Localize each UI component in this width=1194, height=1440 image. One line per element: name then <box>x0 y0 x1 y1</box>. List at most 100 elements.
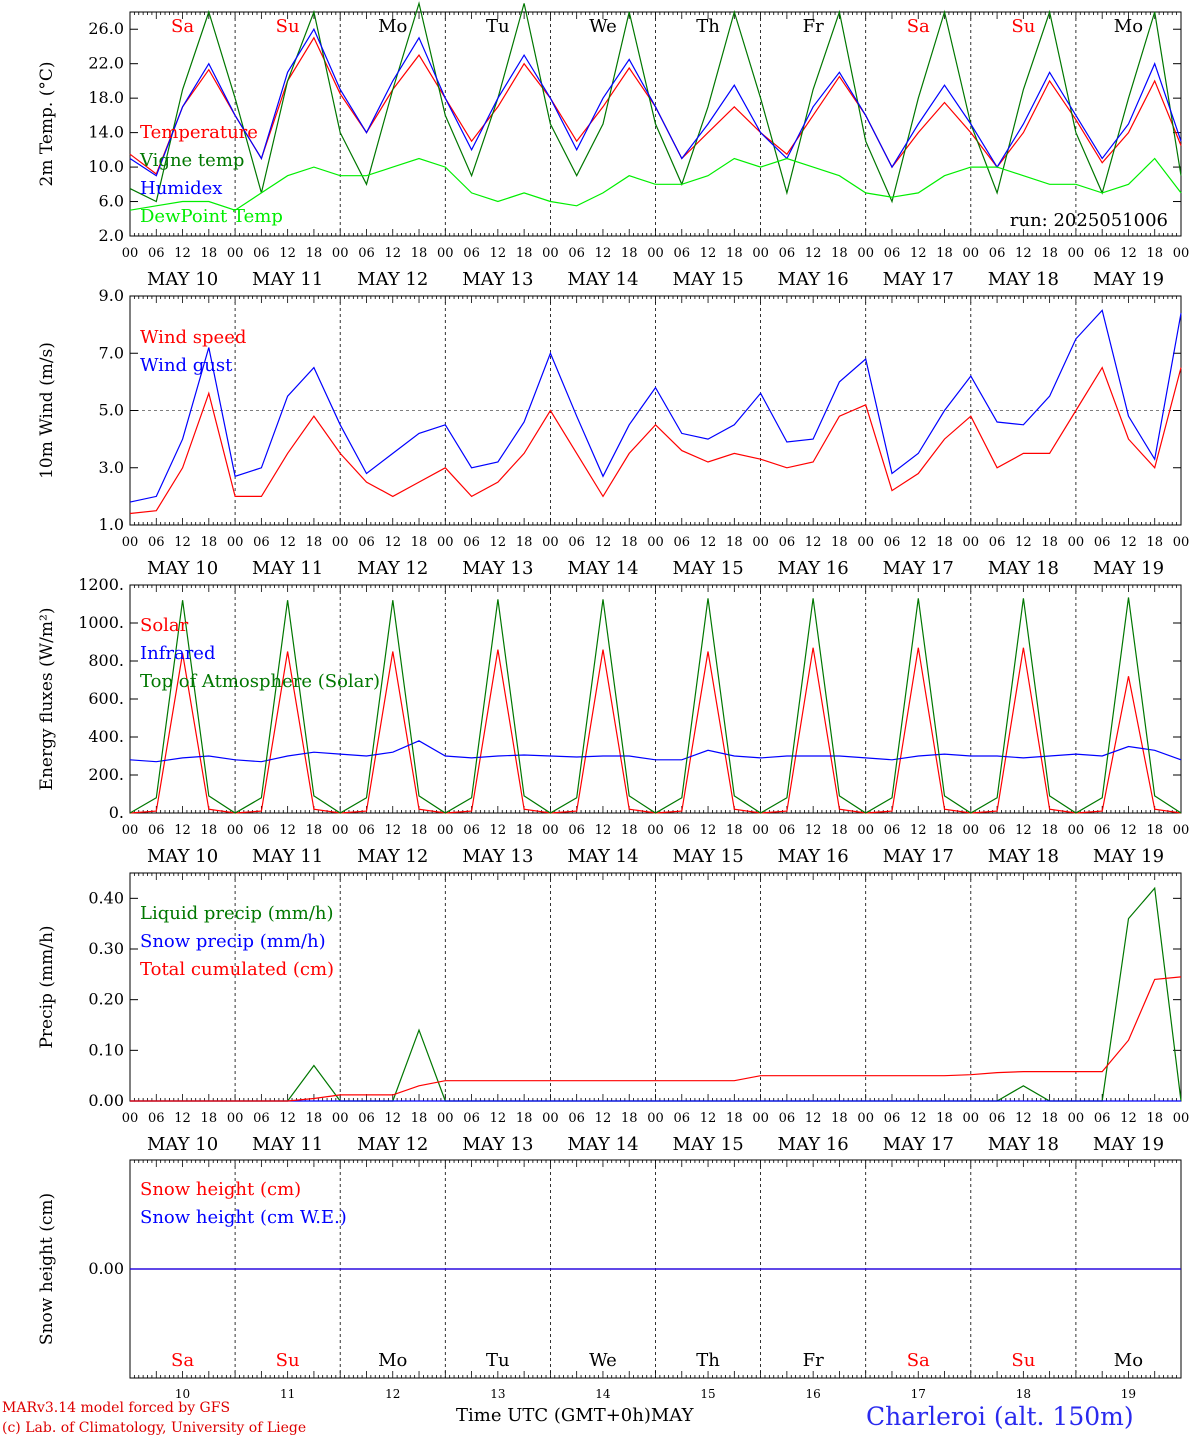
x-hour-label: 12 <box>279 1111 296 1126</box>
x-date-label: MAY 19 <box>1093 846 1164 867</box>
model-credit: MARv3.14 model forced by GFS <box>2 1400 231 1416</box>
series-line <box>129 1 1182 204</box>
x-hour-label: 00 <box>542 823 559 838</box>
x-date-label: MAY 11 <box>252 269 323 290</box>
x-hour-label: 00 <box>332 246 349 261</box>
x-hour-label: 18 <box>1146 535 1163 550</box>
x-hour-label: 00 <box>437 823 454 838</box>
x-hour-label: 06 <box>884 823 901 838</box>
x-hour-label: 00 <box>1173 823 1190 838</box>
x-date-label: MAY 17 <box>883 1134 954 1155</box>
x-hour-label: 00 <box>437 246 454 261</box>
x-hour-label: 00 <box>963 1111 980 1126</box>
x-hour-label: 00 <box>963 246 980 261</box>
y-axis-label: Snow height (cm) <box>37 1193 57 1345</box>
x-hour-label: 06 <box>463 1111 480 1126</box>
x-hour-label: 06 <box>568 535 585 550</box>
bottom-day-label: Su <box>276 1350 300 1371</box>
x-hour-label: 12 <box>910 246 927 261</box>
x-date-label: MAY 19 <box>1093 269 1164 290</box>
legend-entry: Temperature <box>140 122 258 143</box>
y-tick-label: 0.30 <box>88 939 124 958</box>
legend-entry: Vigne temp <box>139 150 244 171</box>
x-hour-label: 18 <box>1041 1111 1058 1126</box>
x-hour-label: 06 <box>358 823 375 838</box>
x-hour-label: 00 <box>1068 246 1085 261</box>
x-hour-label: 12 <box>1120 246 1137 261</box>
x-hour-label: 12 <box>700 535 717 550</box>
day-label: Su <box>276 16 300 37</box>
x-hour-label: 06 <box>358 535 375 550</box>
bottom-day-label: Th <box>696 1350 720 1371</box>
x-hour-label: 18 <box>831 1111 848 1126</box>
x-date-label: MAY 13 <box>462 1134 533 1155</box>
x-hour-label: 06 <box>989 1111 1006 1126</box>
x-hour-label: 12 <box>174 823 191 838</box>
x-date-label: MAY 15 <box>672 269 743 290</box>
x-hour-label: 00 <box>332 823 349 838</box>
x-hour-label: 12 <box>490 823 507 838</box>
legend-entry: Top of Atmosphere (Solar) <box>140 671 380 692</box>
x-hour-label: 06 <box>148 535 165 550</box>
x-hour-label: 06 <box>148 1111 165 1126</box>
x-date-label: MAY 16 <box>778 1134 849 1155</box>
day-label: Mo <box>378 16 407 37</box>
x-date-label: MAY 12 <box>357 558 428 579</box>
x-date-label: MAY 13 <box>462 558 533 579</box>
x-hour-label: 00 <box>857 535 874 550</box>
x-hour-label: 12 <box>595 1111 612 1126</box>
series-line <box>130 976 1182 1102</box>
x-date-label: MAY 18 <box>988 269 1059 290</box>
x-hour-label: 18 <box>936 535 953 550</box>
x-date-label: MAY 12 <box>357 269 428 290</box>
bottom-day-label: Fr <box>803 1350 824 1371</box>
x-hour-label: 06 <box>568 246 585 261</box>
x-hour-label: 12 <box>490 246 507 261</box>
legend-entry: Infrared <box>140 643 215 664</box>
x-hour-label: 06 <box>779 1111 796 1126</box>
x-hour-label: 00 <box>647 535 664 550</box>
x-hour-label: 12 <box>490 1111 507 1126</box>
x-hour-label: 00 <box>1173 535 1190 550</box>
x-date-label: MAY 11 <box>252 1134 323 1155</box>
x-hour-label: 18 <box>516 823 533 838</box>
y-tick-label: 7.0 <box>99 343 124 362</box>
day-label: Sa <box>171 16 194 37</box>
x-date-label: MAY 12 <box>357 846 428 867</box>
x-hour-label: 00 <box>1173 246 1190 261</box>
x-hour-label: 06 <box>568 823 585 838</box>
x-hour-label: 00 <box>857 823 874 838</box>
x-hour-label: 12 <box>700 823 717 838</box>
x-hour-label: 00 <box>227 1111 244 1126</box>
x-hour-label: 18 <box>621 1111 638 1126</box>
x-hour-label: 12 <box>1015 1111 1032 1126</box>
x-hour-label: 06 <box>253 535 270 550</box>
x-date-label: MAY 17 <box>883 269 954 290</box>
x-hour-label: 12 <box>910 1111 927 1126</box>
legend-entry: Wind speed <box>140 327 246 348</box>
series-line <box>129 366 1182 515</box>
y-tick-label: 800. <box>88 651 124 670</box>
x-hour-label: 06 <box>253 1111 270 1126</box>
x-hour-label: 12 <box>700 246 717 261</box>
x-hour-label: 00 <box>122 1111 139 1126</box>
x-hour-label: 18 <box>831 823 848 838</box>
day-label: Su <box>1011 16 1035 37</box>
x-hour-label: 06 <box>779 535 796 550</box>
day-number-label: 13 <box>490 1387 505 1401</box>
lab-credit: (c) Lab. of Climatology, University of L… <box>2 1420 307 1436</box>
x-date-label: MAY 16 <box>778 846 849 867</box>
day-number-label: 19 <box>1121 1387 1136 1401</box>
x-hour-label: 18 <box>1041 246 1058 261</box>
day-number-label: 17 <box>911 1387 926 1401</box>
day-label: Sa <box>907 16 930 37</box>
x-hour-label: 18 <box>1041 823 1058 838</box>
x-hour-label: 06 <box>674 823 691 838</box>
legend-entry: Liquid precip (mm/h) <box>140 903 334 924</box>
x-hour-label: 06 <box>674 1111 691 1126</box>
x-hour-label: 00 <box>752 246 769 261</box>
y-tick-label: 400. <box>88 727 124 746</box>
bottom-day-label: Su <box>1011 1350 1035 1371</box>
x-hour-label: 12 <box>805 823 822 838</box>
x-hour-label: 18 <box>411 535 428 550</box>
